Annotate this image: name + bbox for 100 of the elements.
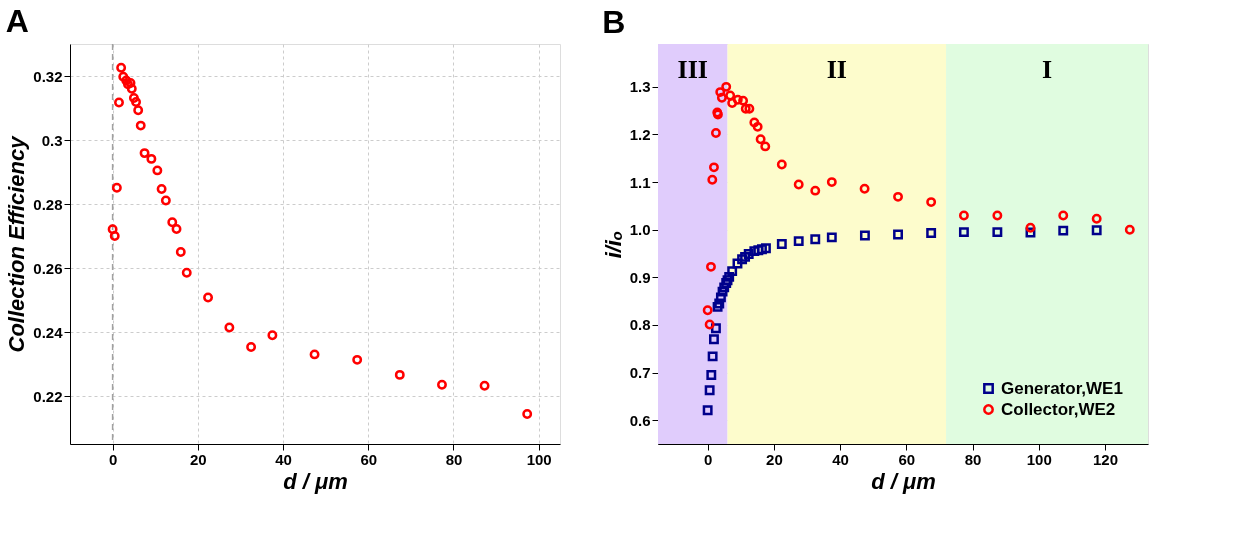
- point: [394, 369, 405, 380]
- point: [859, 230, 870, 241]
- band-label: I: [1041, 55, 1053, 84]
- point: [717, 286, 728, 297]
- x-tick-label: 40: [275, 450, 292, 468]
- point: [893, 229, 903, 240]
- band-label: II: [826, 55, 847, 84]
- point: [958, 210, 969, 221]
- x-tick-label: 80: [445, 450, 463, 468]
- legend-label: Generator,WE1: [1001, 378, 1123, 398]
- point: [1091, 225, 1102, 236]
- point: [437, 379, 447, 390]
- x-tick-label: 100: [526, 450, 552, 468]
- point: [958, 227, 969, 238]
- y-tick-label: 0.32: [33, 67, 63, 85]
- point: [111, 182, 122, 193]
- y-tick-label: 0.24: [33, 323, 64, 341]
- point: [721, 81, 732, 92]
- point: [702, 305, 713, 316]
- x-axis-title: d / μm: [871, 468, 936, 494]
- point: [826, 232, 837, 243]
- point: [725, 90, 736, 101]
- point: [135, 120, 146, 131]
- point: [1091, 213, 1102, 224]
- point: [707, 174, 718, 185]
- point: [706, 261, 716, 272]
- point: [893, 191, 903, 202]
- point: [749, 117, 760, 128]
- point: [702, 405, 713, 416]
- x-tick-label: 20: [189, 450, 207, 468]
- x-tick-label: 0: [703, 450, 713, 468]
- point: [727, 98, 738, 108]
- point: [776, 159, 787, 170]
- y-tick-label: 0.28: [33, 195, 63, 213]
- point: [107, 224, 118, 235]
- legend-label: Collector,WE2: [1001, 399, 1116, 419]
- point: [760, 141, 771, 152]
- x-tick-label: 60: [898, 450, 916, 468]
- point: [810, 234, 821, 245]
- point: [760, 243, 771, 254]
- point: [152, 165, 163, 176]
- point: [727, 266, 738, 277]
- chart-title: A: [5, 3, 29, 40]
- x-tick-label: 40: [832, 450, 849, 468]
- y-axis-title: i/iₒ: [600, 230, 626, 259]
- point: [859, 183, 870, 194]
- y-tick-label: 1.3: [629, 78, 651, 96]
- y-tick-label: 1.1: [629, 173, 651, 191]
- chart-title: B: [602, 4, 626, 40]
- y-tick-label: 0.7: [629, 364, 651, 382]
- point: [522, 408, 533, 419]
- point: [776, 239, 787, 249]
- point: [926, 197, 937, 208]
- y-tick-label: 0.22: [33, 387, 63, 405]
- point: [203, 292, 214, 303]
- point: [126, 83, 137, 94]
- point: [171, 224, 182, 234]
- y-axis-title: Collection Efficiency: [4, 134, 30, 353]
- point: [926, 228, 937, 239]
- point: [116, 62, 127, 73]
- point: [156, 184, 167, 194]
- point: [181, 267, 192, 278]
- point: [706, 369, 717, 380]
- point: [810, 185, 821, 196]
- point: [109, 231, 120, 241]
- x-tick-label: 120: [1092, 450, 1118, 468]
- point: [118, 71, 129, 82]
- x-tick-label: 100: [1026, 450, 1052, 468]
- band-label: III: [677, 55, 708, 84]
- point: [707, 351, 718, 362]
- point: [146, 153, 157, 164]
- y-tick-label: 0.3: [41, 131, 63, 149]
- point: [352, 354, 363, 365]
- point: [752, 121, 763, 132]
- x-tick-label: 20: [766, 450, 783, 468]
- point: [1058, 210, 1069, 221]
- x-tick-label: 60: [360, 450, 378, 468]
- point: [708, 162, 719, 173]
- point: [826, 177, 837, 188]
- point: [246, 342, 257, 352]
- point: [755, 134, 766, 145]
- point: [740, 103, 751, 114]
- x-axis-title: d / μm: [283, 468, 348, 494]
- point: [479, 380, 490, 391]
- point: [224, 322, 235, 333]
- x-tick-label: 80: [964, 450, 982, 468]
- point: [1058, 225, 1069, 236]
- y-tick-label: 0.8: [629, 316, 651, 334]
- point: [133, 105, 144, 116]
- point: [704, 385, 715, 396]
- point: [738, 95, 749, 106]
- point: [704, 319, 715, 330]
- point: [309, 349, 320, 360]
- y-tick-label: 1.2: [629, 125, 651, 143]
- point: [992, 227, 1003, 238]
- point: [992, 210, 1003, 221]
- point: [732, 94, 743, 105]
- point: [715, 87, 726, 98]
- y-tick-label: 0.9: [629, 268, 651, 286]
- y-tick-label: 0.6: [629, 411, 651, 429]
